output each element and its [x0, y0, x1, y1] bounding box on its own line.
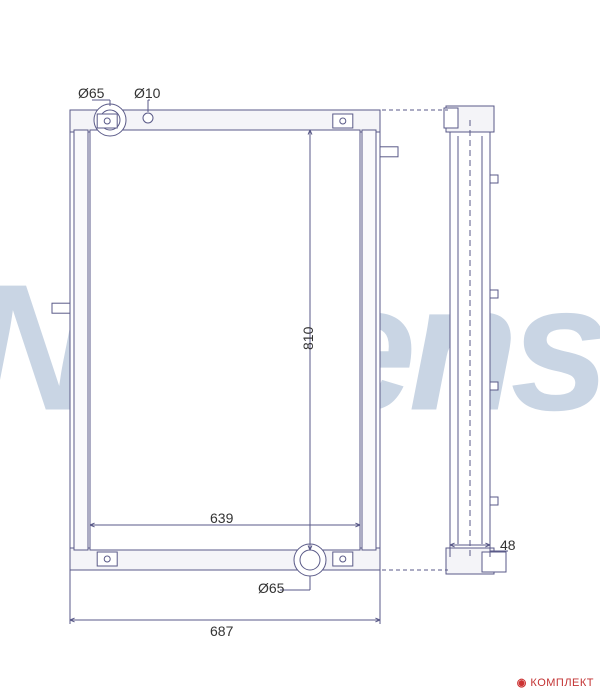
footer-text: КОМПЛЕКТ	[530, 677, 594, 689]
dim-port-top: Ø65	[78, 85, 104, 101]
dim-port-bottom: Ø65	[258, 580, 284, 596]
dim-small-port: Ø10	[134, 85, 160, 101]
dim-depth: 48	[500, 537, 516, 553]
dim-width-inner: 639	[210, 510, 233, 526]
diagram-canvas: Nissens® Ø65 Ø10 810 639 Ø65 687 48 ◉ КО…	[0, 0, 600, 695]
dim-width-outer: 687	[210, 623, 233, 639]
footer-logo: ◉ КОМПЛЕКТ	[517, 676, 594, 689]
dim-height: 810	[300, 327, 316, 350]
footer-dot-icon: ◉	[517, 677, 527, 689]
